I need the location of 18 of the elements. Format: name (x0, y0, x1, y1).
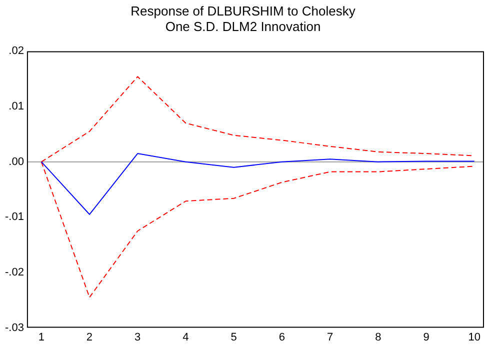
y-tick-label: -.01 (4, 211, 24, 224)
x-tick-label: 10 (468, 331, 481, 344)
chart-subtitle: One S.D. DLM2 Innovation (165, 18, 321, 34)
x-tick-label: 6 (278, 331, 285, 344)
x-tick-label: 4 (182, 331, 189, 344)
y-tick-label: .01 (8, 100, 24, 113)
y-tick-label: -.02 (4, 266, 24, 279)
y-tick-label: .00 (8, 156, 24, 168)
x-tick-label: 2 (86, 331, 93, 344)
x-tick-label: 5 (230, 331, 237, 344)
x-tick-label: 7 (326, 331, 334, 344)
x-tick-label: 8 (375, 331, 382, 344)
x-tick-label: 9 (423, 331, 430, 344)
chart-title: Response of DLBURSHIM to Cholesky (130, 3, 356, 18)
y-tick-label: -.03 (4, 322, 24, 334)
x-tick-label: 3 (134, 331, 141, 344)
x-tick-label: 1 (38, 331, 44, 344)
y-tick-label: .02 (8, 45, 24, 58)
